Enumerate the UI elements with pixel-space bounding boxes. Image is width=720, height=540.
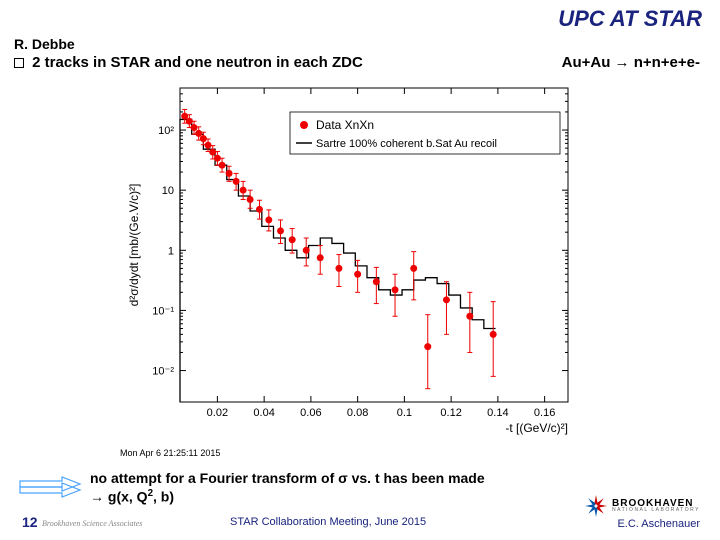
svg-text:-t [(GeV/c)²]: -t [(GeV/c)²] (505, 421, 568, 435)
footer-meeting: STAR Collaboration Meeting, June 2015 (230, 516, 426, 528)
svg-text:0.14: 0.14 (487, 407, 508, 419)
bnl-text-bottom: NATIONAL LABORATORY (612, 508, 700, 513)
svg-text:10²: 10² (158, 125, 174, 137)
slide-title: UPC AT STAR (558, 6, 702, 32)
svg-text:1: 1 (168, 245, 174, 257)
subtitle-line: 2 tracks in STAR and one neutron in each… (14, 54, 363, 71)
svg-text:Sartre 100% coherent b.Sat Au: Sartre 100% coherent b.Sat Au recoil (316, 138, 497, 150)
plot-timestamp: Mon Apr 6 21:25:11 2015 (120, 448, 220, 458)
footer-author: E.C. Aschenauer (617, 518, 700, 530)
bullet-square-icon (14, 58, 24, 68)
svg-text:10⁻²: 10⁻² (152, 366, 174, 378)
fourier-comment: no attempt for a Fourier transform of σ … (90, 470, 485, 486)
bnl-burst-icon (584, 494, 608, 518)
svg-text:10: 10 (162, 185, 174, 197)
svg-text:Data XnXn: Data XnXn (316, 118, 374, 132)
svg-text:0.06: 0.06 (300, 407, 321, 419)
svg-text:0.08: 0.08 (347, 407, 368, 419)
double-arrow-icon (18, 475, 82, 499)
subtitle-text: 2 tracks in STAR and one neutron in each… (32, 54, 363, 71)
author: R. Debbe (14, 36, 75, 52)
svg-text:0.04: 0.04 (253, 407, 274, 419)
cross-section-plot: 10⁻² 10⁻¹ 1 10 10² 0.02 0.04 0.06 0.08 0.1 0.12 0.1… (120, 76, 580, 446)
svg-text:d²σ/dydt [mb/(Ge.V/c)²]: d²σ/dydt [mb/(Ge.V/c)²] (127, 184, 141, 307)
bnl-logo: BROOKHAVEN NATIONAL LABORATORY (584, 494, 700, 518)
svg-text:10⁻¹: 10⁻¹ (152, 305, 174, 317)
svg-text:0.16: 0.16 (534, 407, 555, 419)
reaction: Au+Au → n+n+e+e- (562, 54, 700, 71)
svg-text:0.02: 0.02 (207, 407, 228, 419)
svg-text:0.12: 0.12 (440, 407, 461, 419)
bsa-logo: Brookhaven Science Associates (42, 519, 142, 528)
svg-text:0.1: 0.1 (397, 407, 412, 419)
page-number: 12 (22, 514, 38, 530)
fourier-gx: → g(x, Q2, b) (90, 488, 174, 505)
